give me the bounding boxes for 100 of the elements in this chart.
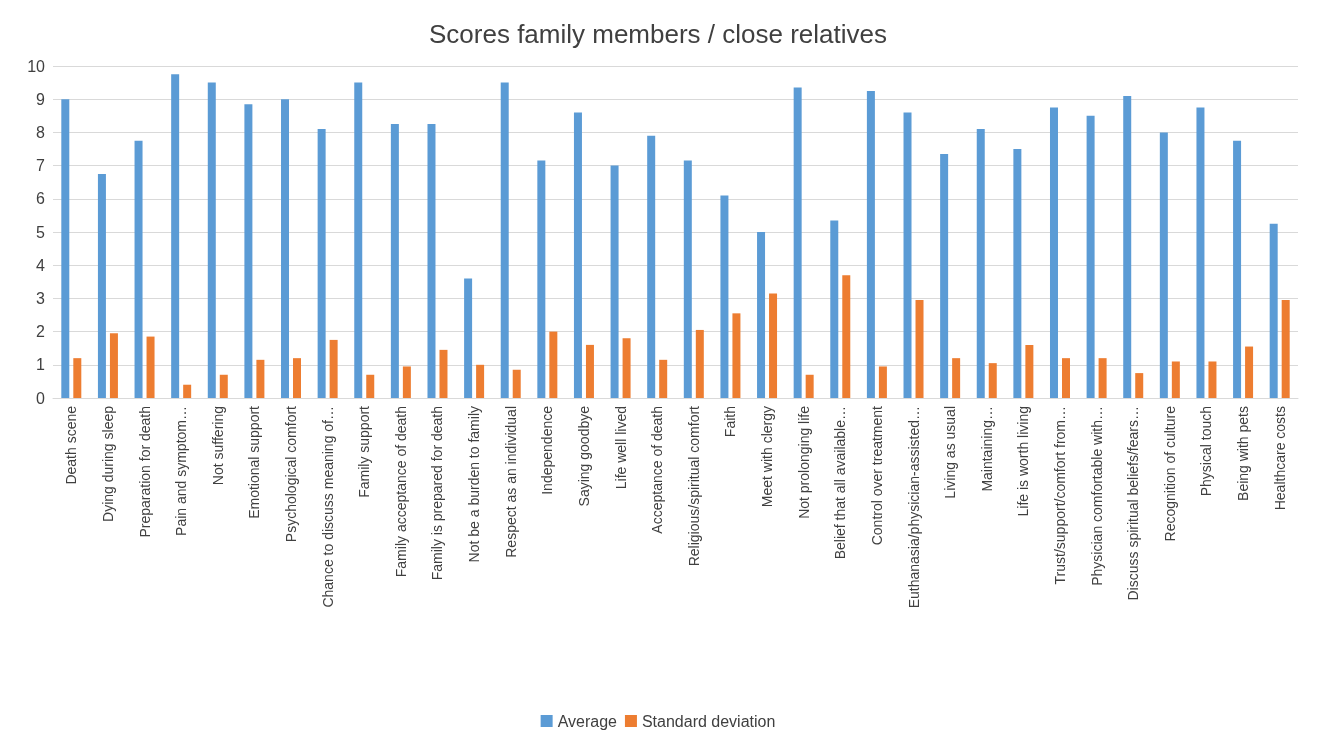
bar (1245, 346, 1254, 398)
bar (1196, 107, 1205, 398)
bar (659, 359, 668, 398)
bar (830, 220, 839, 398)
x-tick-label: Dying during sleep (99, 405, 116, 522)
bar (97, 173, 106, 398)
bar (281, 99, 290, 398)
x-tick-label: Psychological comfort (283, 405, 300, 543)
bar (866, 90, 875, 398)
y-tick-label: 4 (36, 256, 46, 274)
bar (940, 153, 949, 398)
x-tick-label: Family support (356, 405, 373, 498)
bar (732, 313, 741, 398)
bar (647, 135, 656, 398)
bar (842, 275, 851, 398)
x-tick-label: Not be a burden to family (466, 406, 483, 563)
bar (878, 366, 887, 398)
bar (476, 364, 485, 398)
x-tick-label: Life well lived (612, 406, 629, 490)
bar (293, 358, 302, 398)
y-tick-label: 5 (36, 223, 46, 241)
bar (244, 104, 253, 398)
x-tick-label: Death scene (63, 405, 80, 485)
x-tick-label: Saying goodbye (575, 405, 592, 507)
bar (720, 195, 729, 398)
bar (1233, 140, 1242, 398)
bar (585, 344, 594, 398)
bar (769, 293, 778, 398)
bar (1061, 358, 1070, 398)
y-tick-label: 10 (27, 57, 46, 75)
bar (171, 74, 180, 398)
chart-title: Scores family members / close relatives (428, 19, 888, 49)
bar (1281, 300, 1290, 398)
y-tick-label: 3 (36, 289, 46, 307)
x-tick-label: Recognition of culture (1161, 405, 1178, 542)
bar (1086, 115, 1095, 398)
bar (73, 358, 82, 398)
bar (622, 338, 631, 398)
bar (610, 165, 619, 398)
x-tick-label: Chance to discuss meaning of… (319, 406, 336, 608)
y-tick-label: 6 (36, 190, 46, 208)
bar (1049, 107, 1058, 398)
x-tick-label: Independence (539, 405, 556, 495)
y-tick-label: 1 (36, 356, 46, 374)
x-tick-label: Belief that all available… (832, 406, 849, 560)
bar (402, 366, 411, 398)
bar (366, 374, 375, 398)
x-tick-label: Faith (722, 406, 739, 438)
bar (512, 369, 521, 398)
bar (805, 374, 814, 398)
x-tick-label: Preparation for death (136, 406, 153, 538)
y-tick-label: 7 (36, 157, 46, 175)
x-tick-label: Being with pets (1235, 406, 1252, 501)
x-tick-label: Maintaining… (978, 406, 995, 492)
bar (183, 384, 192, 398)
x-tick-label: Family acceptance of death (392, 406, 409, 578)
bar (549, 331, 558, 398)
bar (537, 160, 546, 398)
x-tick-label: Religious/spiritual comfort (685, 405, 702, 567)
bar (354, 82, 363, 398)
bar (329, 339, 338, 398)
bar (976, 129, 985, 398)
x-tick-label: Not suffering (209, 406, 226, 486)
bar (61, 99, 70, 398)
bar (573, 112, 582, 398)
y-tick-label: 9 (36, 90, 46, 108)
bar (1098, 358, 1107, 398)
x-tick-label: Respect as an individual (502, 406, 519, 558)
bar (1171, 361, 1180, 398)
bar (695, 329, 704, 398)
bar (1013, 149, 1022, 398)
bar (317, 129, 326, 398)
x-tick-label: Acceptance of death (649, 406, 666, 534)
x-tick-label: Meet with clergy (759, 406, 776, 508)
bar (146, 336, 155, 398)
x-tick-label: Euthanasia/physician-assisted… (905, 406, 922, 609)
x-tick-label: Physician comfortable with… (1088, 406, 1105, 586)
bar (219, 374, 228, 398)
x-tick-label: Discuss spiritual beliefs/fears… (1125, 406, 1142, 601)
bar (915, 300, 924, 398)
bar (952, 358, 961, 398)
legend-label: Average (557, 712, 618, 730)
bar (1025, 344, 1034, 398)
bar (134, 140, 143, 398)
bar (1135, 373, 1144, 398)
x-tick-label: Pain and symptom… (173, 406, 190, 536)
y-tick-label: 8 (36, 123, 46, 141)
y-tick-label: 2 (36, 323, 46, 341)
x-tick-label: Life is worth living (1015, 406, 1032, 517)
bar (1159, 132, 1168, 398)
x-tick-label: Living as usual (942, 406, 959, 499)
bar (683, 160, 692, 398)
bar (427, 124, 436, 398)
x-tick-label: Family is prepared for death (429, 406, 446, 581)
bar (464, 278, 473, 398)
x-tick-label: Not prolonging life (795, 405, 812, 519)
x-tick-label: Control over treatment (868, 405, 885, 546)
bar (1269, 223, 1278, 398)
y-tick-label: 0 (36, 389, 46, 407)
bar (256, 359, 265, 398)
